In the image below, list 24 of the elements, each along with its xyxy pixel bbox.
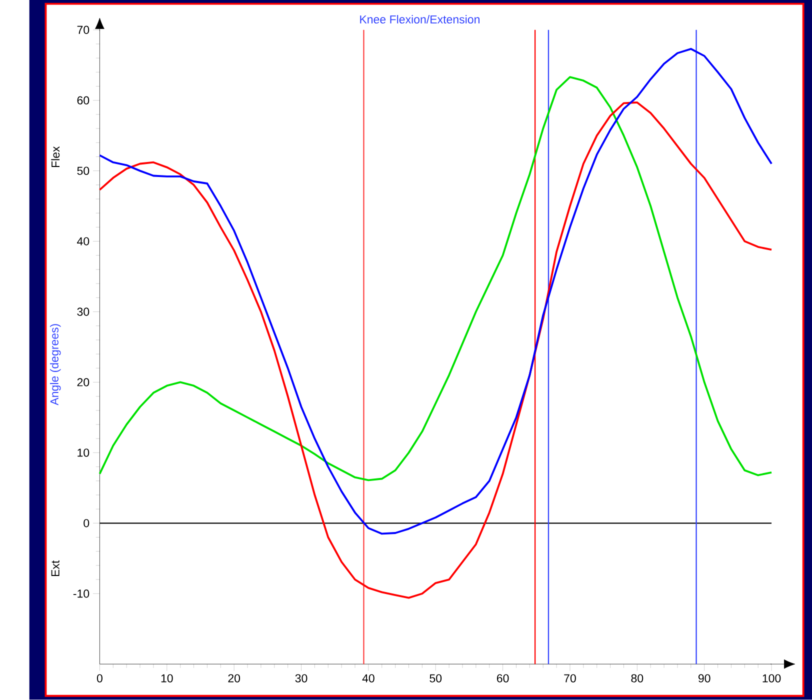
y-tick-label: 10 — [78, 448, 90, 457]
x-tick-label: 30 — [295, 674, 308, 683]
y-tick-label: 20 — [77, 378, 90, 386]
y-tick-label: 0 — [84, 519, 90, 528]
x-tick-label: 0 — [96, 674, 102, 683]
text: Flex — [51, 146, 60, 168]
x-tick-label: 90 — [698, 674, 710, 683]
x-tick-label: 100 — [762, 674, 781, 683]
x-tick-label: 60 — [496, 674, 509, 683]
y-axis-title: Angle (degrees) — [50, 324, 61, 406]
y-tick-label: 40 — [77, 237, 90, 246]
y-tick-label: 50 — [77, 166, 90, 176]
y-tick-label: -10 — [73, 590, 90, 598]
x-tick-label: 40 — [362, 674, 374, 683]
x-tick-label: 20 — [228, 674, 240, 683]
y-tick-label: 30 — [77, 308, 90, 316]
chart-title: Knee Flexion/Extension — [360, 15, 480, 24]
y-tick-label: 60 — [77, 96, 90, 105]
x-tick-label: 80 — [631, 674, 644, 683]
text: Ext — [51, 560, 60, 576]
x-tick-label: 50 — [430, 674, 442, 683]
y-tick-label: 70 — [77, 26, 90, 34]
x-tick-label: 10 — [161, 674, 173, 683]
x-tick-label: 70 — [564, 674, 576, 683]
